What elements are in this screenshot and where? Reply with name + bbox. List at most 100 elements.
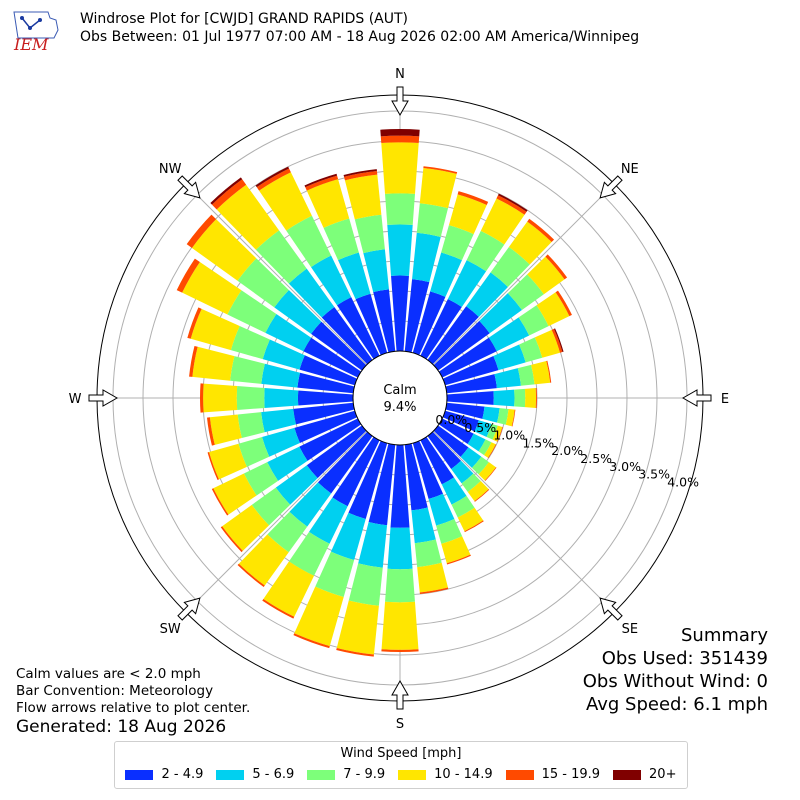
radial-tick-label: 0.5% (464, 420, 496, 435)
windrose-bar-segment (338, 252, 371, 300)
legend-item: 2 - 4.9 (125, 767, 203, 782)
windrose-bar-segment (263, 561, 315, 617)
grid-spoke (399, 397, 615, 613)
windrose-bar-segment (546, 360, 552, 383)
windrose-bar-segment (182, 261, 242, 315)
windrose-bar-segment (306, 179, 350, 228)
windrose-bar-segment (433, 320, 490, 371)
legend-label: 20+ (649, 767, 677, 782)
windrose-bar-segment (321, 306, 373, 365)
windrose-bar-segment (190, 308, 240, 351)
windrose-bar-segment (220, 526, 243, 553)
windrose-bar-segment (467, 481, 489, 502)
legend-swatch (307, 769, 336, 780)
windrose-bar-segment (267, 446, 308, 481)
legend-label: 15 - 19.9 (541, 767, 601, 782)
title-line-2: Obs Between: 01 Jul 1977 07:00 AM - 18 A… (80, 29, 640, 45)
windrose-bar-segment (457, 191, 489, 205)
windrose-bar-segment (511, 409, 516, 427)
windrose-bar-segment (416, 203, 449, 238)
windrose-bar-segment (385, 193, 415, 225)
windrose-bar-segment (297, 390, 354, 406)
windrose-bar-segment (237, 563, 265, 587)
windrose-bar-segment (466, 272, 508, 317)
legend-item: 20+ (613, 767, 676, 782)
windrose-bar-segment (493, 344, 526, 371)
grid-spoke (185, 183, 401, 399)
direction-label: SW (160, 622, 181, 637)
windrose-bar-segment (519, 337, 543, 363)
direction-label: SE (622, 622, 638, 637)
iem-logo: IEM (13, 11, 59, 54)
radial-tick-label: 3.5% (638, 467, 670, 482)
windrose-bar-segment (490, 246, 530, 287)
windrose-bar-segment (442, 356, 499, 386)
windrose-bar-segment (474, 420, 492, 437)
windrose-bar-segment (344, 174, 382, 220)
windrose-bar-segment (545, 254, 568, 280)
windrose-bar-segment (255, 230, 307, 284)
windrose-bar-segment (446, 391, 494, 405)
windrose-bar-segment (332, 436, 380, 507)
windrose-bar-segment (211, 488, 229, 516)
windrose-bar-segment (373, 289, 396, 353)
windrose-bar-segment (488, 444, 497, 459)
windrose-bar-segment (293, 633, 330, 649)
windrose-bar-segment (293, 402, 355, 425)
windrose-bar-segment (317, 431, 373, 494)
legend-label: 10 - 14.9 (434, 767, 493, 782)
windrose-bar-segment (288, 268, 335, 318)
windrose-bar-segment (411, 507, 436, 544)
windrose-bar-segment (427, 431, 462, 469)
windrose-bar-segment (286, 215, 332, 268)
windrose-bar-segment (227, 290, 277, 333)
windrose-bar-segment (445, 402, 485, 419)
note-arrows: Flow arrows relative to plot center. (16, 700, 251, 716)
windrose-bar-segment (441, 477, 467, 505)
legend: Wind Speed [mph] 2 - 4.9 5 - 6.9 7 - 9.9… (114, 741, 688, 789)
windrose-bar-segment (553, 328, 564, 353)
windrose-bar-segment (479, 293, 522, 334)
windrose-bar-segment (186, 214, 217, 248)
windrose-bar-segment (451, 495, 475, 518)
windrose-bar-segment (265, 313, 312, 352)
flow-arrow (599, 597, 623, 621)
windrose-bar-segment (237, 412, 265, 439)
windrose-bar-segment (484, 467, 497, 481)
windrose-bar-segment (336, 297, 380, 360)
windrose-bar-segment (497, 408, 509, 425)
radial-tick-label: 2.0% (551, 443, 583, 458)
windrose-bar-segment (336, 600, 379, 655)
windrose-bar-segment (294, 410, 358, 443)
windrose-bar-segment (423, 166, 458, 174)
radial-tick-label: 3.0% (609, 459, 641, 474)
radial-tick-label: 1.0% (493, 428, 525, 443)
windrose-bar-segment (498, 193, 528, 212)
windrose-bar-segment (311, 321, 367, 371)
summary-heading: Summary (681, 625, 768, 646)
windrose-bar-segment (404, 443, 428, 511)
legend-item: 15 - 19.9 (505, 767, 601, 782)
windrose-bar-segment (251, 487, 291, 526)
windrose-bar-segment (305, 175, 339, 191)
windrose-bar-segment (289, 482, 332, 527)
windrose-bar-segment (535, 387, 537, 409)
windrose-bar-segment (238, 534, 289, 586)
windrose-bar-segment (517, 364, 535, 386)
windrose-bar-segment (387, 527, 413, 570)
windrose-bar-segment (447, 260, 487, 308)
windrose-bar-segment (497, 426, 503, 442)
windrose-bar-segment (438, 418, 474, 444)
windrose-bar-segment (385, 568, 415, 603)
windrose-bar-segment (493, 389, 515, 407)
windrose-bar-segment (189, 345, 198, 377)
windrose-bar-segment (507, 274, 544, 311)
windrose-bar-segment (348, 440, 388, 520)
radial-tick-label: 4.0% (667, 474, 699, 489)
direction-label: N (395, 67, 405, 82)
windrose-bar-segment (518, 305, 549, 336)
windrose-bar-segment (222, 504, 270, 551)
summary-avg-speed: Avg Speed: 6.1 mph (586, 694, 768, 715)
windrose-bar-segment (368, 443, 396, 526)
windrose-bar-segment (363, 249, 389, 293)
